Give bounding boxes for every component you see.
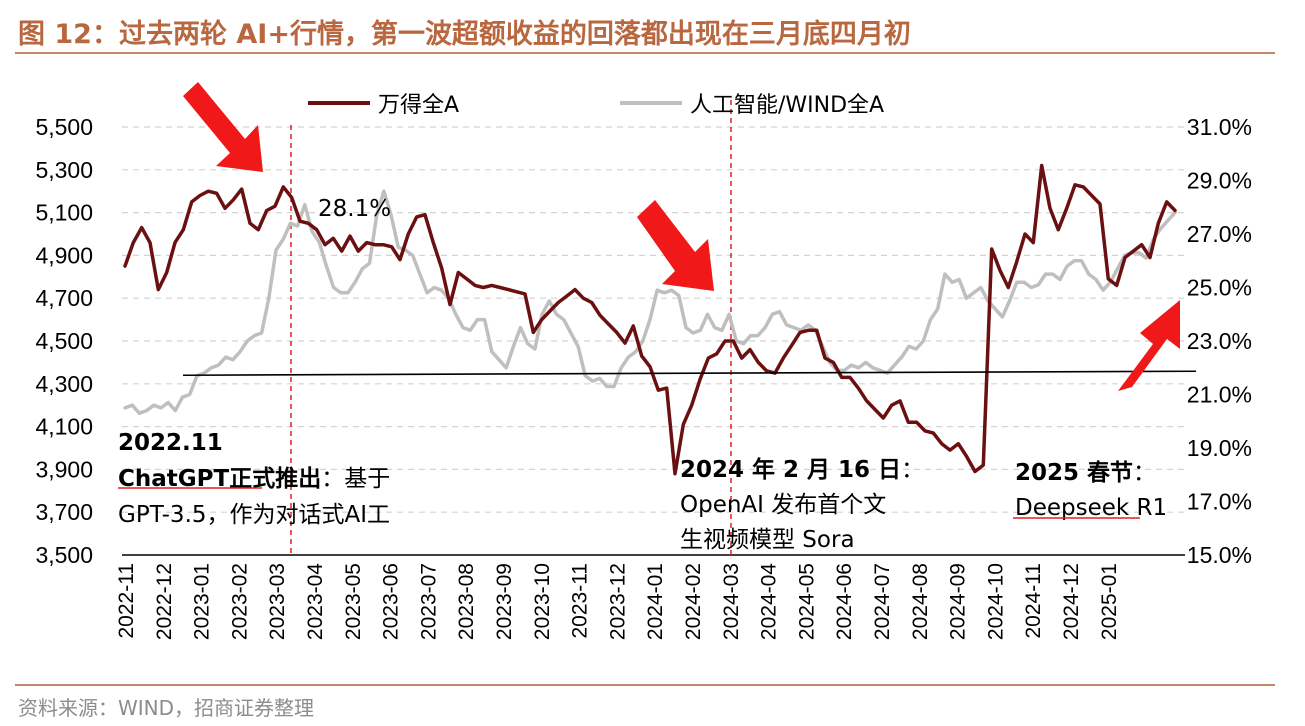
annotation-segment: GPT-3.5，作为对话式AI工 — [118, 502, 390, 528]
gridlines — [122, 126, 1185, 513]
left-tick-label: 4,700 — [35, 285, 93, 311]
annotation-line: 2022.11 — [118, 430, 223, 456]
x-tick-label: 2024-02 — [682, 563, 705, 640]
x-tick-label: 2023-02 — [228, 563, 251, 640]
annotation-line: 2025 春节： — [1015, 460, 1156, 486]
right-tick-label: 21.0% — [1187, 382, 1252, 408]
x-tick-label: 2023-11 — [569, 563, 592, 639]
left-tick-label: 4,900 — [35, 242, 93, 268]
x-tick-label: 2023-01 — [191, 563, 214, 640]
x-tick-label: 2023-04 — [304, 563, 327, 640]
x-tick-label: 2023-06 — [380, 563, 403, 640]
annotation-line: OpenAI 发布首个文 — [680, 492, 886, 518]
x-axis-ticks: 2022-11 2022-12 2023-01 2023-02 2023-03 2023-… — [115, 563, 1121, 640]
left-tick-label: 5,500 — [35, 114, 93, 140]
reference-line-segment — [182, 370, 1197, 377]
x-tick-label: 2024-10 — [984, 563, 1007, 640]
x-tick-label: 2024-03 — [720, 563, 743, 640]
right-tick-label: 29.0% — [1187, 168, 1252, 194]
annotation-line: Deepseek R1 — [1015, 495, 1167, 521]
x-tick-label: 2024-04 — [758, 563, 781, 640]
x-tick-label: 2023-10 — [531, 563, 554, 640]
x-tick-label: 2024-08 — [909, 563, 932, 640]
x-tick-label: 2024-06 — [833, 563, 856, 640]
left-tick-label: 4,500 — [35, 328, 93, 354]
x-tick-label: 2023-08 — [455, 563, 478, 640]
x-tick-label: 2023-09 — [493, 563, 516, 640]
right-tick-label: 17.0% — [1187, 489, 1252, 515]
legend-label-ai-ratio: 人工智能/WIND全A — [690, 93, 884, 118]
footer-divider — [15, 684, 1275, 686]
x-tick-label: 2024-07 — [871, 563, 894, 640]
right-tick-label: 19.0% — [1187, 435, 1252, 461]
series-wind-a — [123, 163, 1177, 476]
legend: 万得全A 人工智能/WIND全A — [308, 93, 884, 118]
x-tick-label: 2024-09 — [947, 563, 970, 640]
source-note: 资料来源：WIND，招商证券整理 — [18, 696, 315, 720]
right-tick-label: 27.0% — [1187, 221, 1252, 247]
value-label: 28.1% — [318, 196, 391, 222]
left-tick-label: 4,300 — [35, 371, 93, 397]
arrow-down-1 — [183, 82, 263, 172]
annotation-segment: Deepseek R1 — [1015, 495, 1167, 521]
x-tick-label: 2023-05 — [342, 563, 365, 640]
x-tick-label: 2024-05 — [795, 563, 818, 640]
right-tick-label: 31.0% — [1187, 114, 1252, 140]
left-axis-ticks: 5,500 5,300 5,100 4,900 4,700 4,500 4,300 4,100… — [35, 114, 93, 568]
chart-title: 图 12：过去两轮 AI+行情，第一波超额收益的回落都出现在三月底四月初 — [18, 19, 911, 50]
annotation-segment: 2024 年 2 月 16 日 — [680, 456, 901, 483]
x-tick-label: 2022-11 — [115, 563, 138, 639]
x-tick-label: 2022-12 — [153, 563, 176, 640]
legend-label-wind-a: 万得全A — [378, 93, 459, 118]
annotation-segment: ： — [901, 457, 924, 483]
series-line — [123, 163, 1177, 476]
right-tick-label: 25.0% — [1187, 275, 1252, 301]
left-tick-label: 3,500 — [35, 542, 93, 568]
annotation-segment: 2022.11 — [118, 430, 223, 456]
annotation-segment: ：基于 — [321, 466, 390, 492]
annotation-deepseek: 2025 春节： Deepseek R1 — [1015, 460, 1167, 521]
annotation-segment: 生视频模型 Sora — [680, 527, 855, 553]
right-tick-label: 23.0% — [1187, 328, 1252, 354]
arrow-down-2 — [637, 200, 714, 291]
left-tick-label: 3,900 — [35, 456, 93, 482]
annotation-line: 生视频模型 Sora — [680, 527, 855, 553]
right-axis-ticks: 31.0% 29.0% 27.0% 25.0% 23.0% 21.0% 19.0% 17.0%… — [1187, 114, 1252, 568]
x-tick-label: 2025-01 — [1098, 563, 1121, 640]
annotation-line: GPT-3.5，作为对话式AI工 — [118, 502, 390, 528]
x-tick-label: 2024-01 — [644, 563, 667, 640]
right-tick-label: 15.0% — [1187, 542, 1252, 568]
x-tick-label: 2023-03 — [266, 563, 289, 640]
annotation-segment: OpenAI 发布首个文 — [680, 492, 886, 518]
x-tick-label: 2023-07 — [417, 563, 440, 640]
annotation-segment: ： — [1133, 460, 1156, 486]
left-tick-label: 3,700 — [35, 499, 93, 525]
left-tick-label: 5,100 — [35, 200, 93, 226]
annotation-segment: 2025 春节 — [1015, 460, 1133, 486]
left-tick-label: 4,100 — [35, 414, 93, 440]
x-tick-label: 2023-12 — [606, 563, 629, 640]
arrow-up — [1118, 300, 1180, 391]
reference-line — [182, 370, 1197, 377]
title-divider — [15, 52, 1275, 54]
x-tick-label: 2024-11 — [1022, 563, 1045, 639]
left-tick-label: 5,300 — [35, 157, 93, 183]
x-tick-label: 2024-12 — [1060, 563, 1083, 640]
annotation-line: 2024 年 2 月 16 日： — [680, 456, 924, 483]
